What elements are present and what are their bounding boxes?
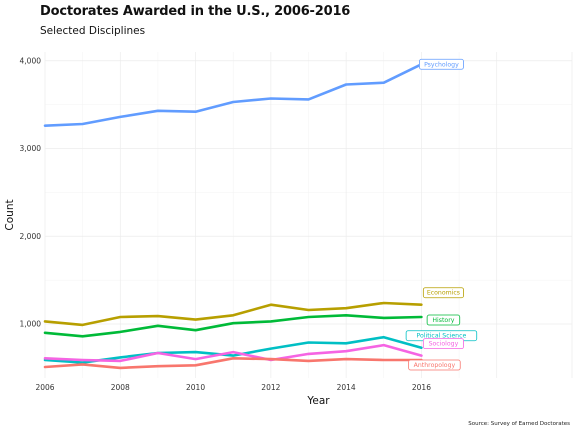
series-label-economics: Economics — [427, 290, 460, 297]
chart-caption: Source: Survey of Earned Doctorates — [468, 421, 570, 427]
x-tick-label: 2006 — [35, 383, 54, 392]
series-lines — [43, 63, 423, 370]
x-axis-title: Year — [306, 395, 330, 407]
series-label-box-economics — [422, 287, 464, 299]
chart-title: Doctorates Awarded in the U.S., 2006-201… — [40, 4, 351, 19]
series-label-box-anthropology — [408, 359, 461, 371]
y-tick-label: 4,000 — [20, 56, 42, 65]
series-line-sociology — [43, 343, 423, 363]
series-label-psychology: Psychology — [424, 61, 459, 68]
x-tick-label: 2008 — [111, 383, 130, 392]
chart-subtitle: Selected Disciplines — [40, 25, 146, 37]
x-tick-label: 2016 — [412, 383, 431, 392]
series-line-political-science — [43, 335, 423, 364]
x-tick-label: 2014 — [337, 383, 356, 392]
series-label-sociology: Sociology — [429, 341, 459, 348]
series-label-anthropology: Anthropology — [414, 362, 456, 369]
y-tick-label: 3,000 — [20, 144, 42, 153]
y-tick-label: 1,000 — [20, 320, 42, 329]
series-labels: Psychology Economics History Political Scie… — [405, 58, 478, 371]
y-axis-title: Count — [4, 199, 16, 230]
series-label-box-psychology — [419, 58, 464, 70]
x-tick-label: 2010 — [186, 383, 205, 392]
series-line-economics — [43, 301, 423, 327]
series-label-box-sociology — [422, 338, 464, 350]
series-label-box-history — [426, 314, 461, 326]
series-line-history — [43, 313, 423, 338]
y-tick-label: 2,000 — [20, 232, 42, 241]
series-line-anthropology — [43, 356, 423, 370]
grid — [44, 52, 573, 378]
series-label-political-science: Political Science — [417, 333, 467, 340]
axes: 1,000 2,000 3,000 4,000 2006 2008 2010 2012 2014… — [4, 56, 431, 407]
series-line-psychology — [43, 63, 423, 127]
series-label-history: History — [432, 317, 454, 324]
x-tick-label: 2012 — [261, 383, 280, 392]
